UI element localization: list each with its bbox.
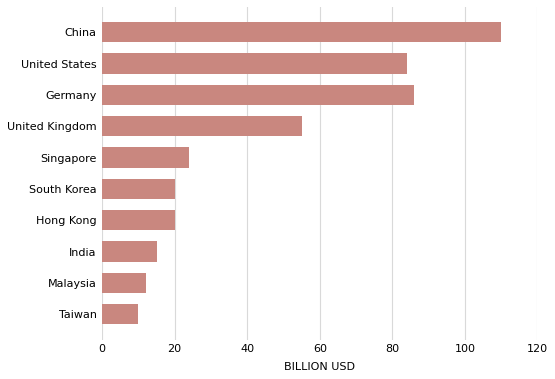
- Bar: [102, 241, 157, 262]
- Bar: [102, 179, 175, 199]
- Bar: [102, 147, 189, 168]
- Bar: [102, 85, 414, 105]
- Bar: [102, 22, 501, 42]
- Bar: [102, 304, 138, 324]
- Bar: [102, 116, 302, 136]
- Bar: [102, 53, 407, 74]
- Bar: [102, 210, 175, 230]
- X-axis label: BILLION USD: BILLION USD: [284, 362, 355, 372]
- Bar: [102, 273, 145, 293]
